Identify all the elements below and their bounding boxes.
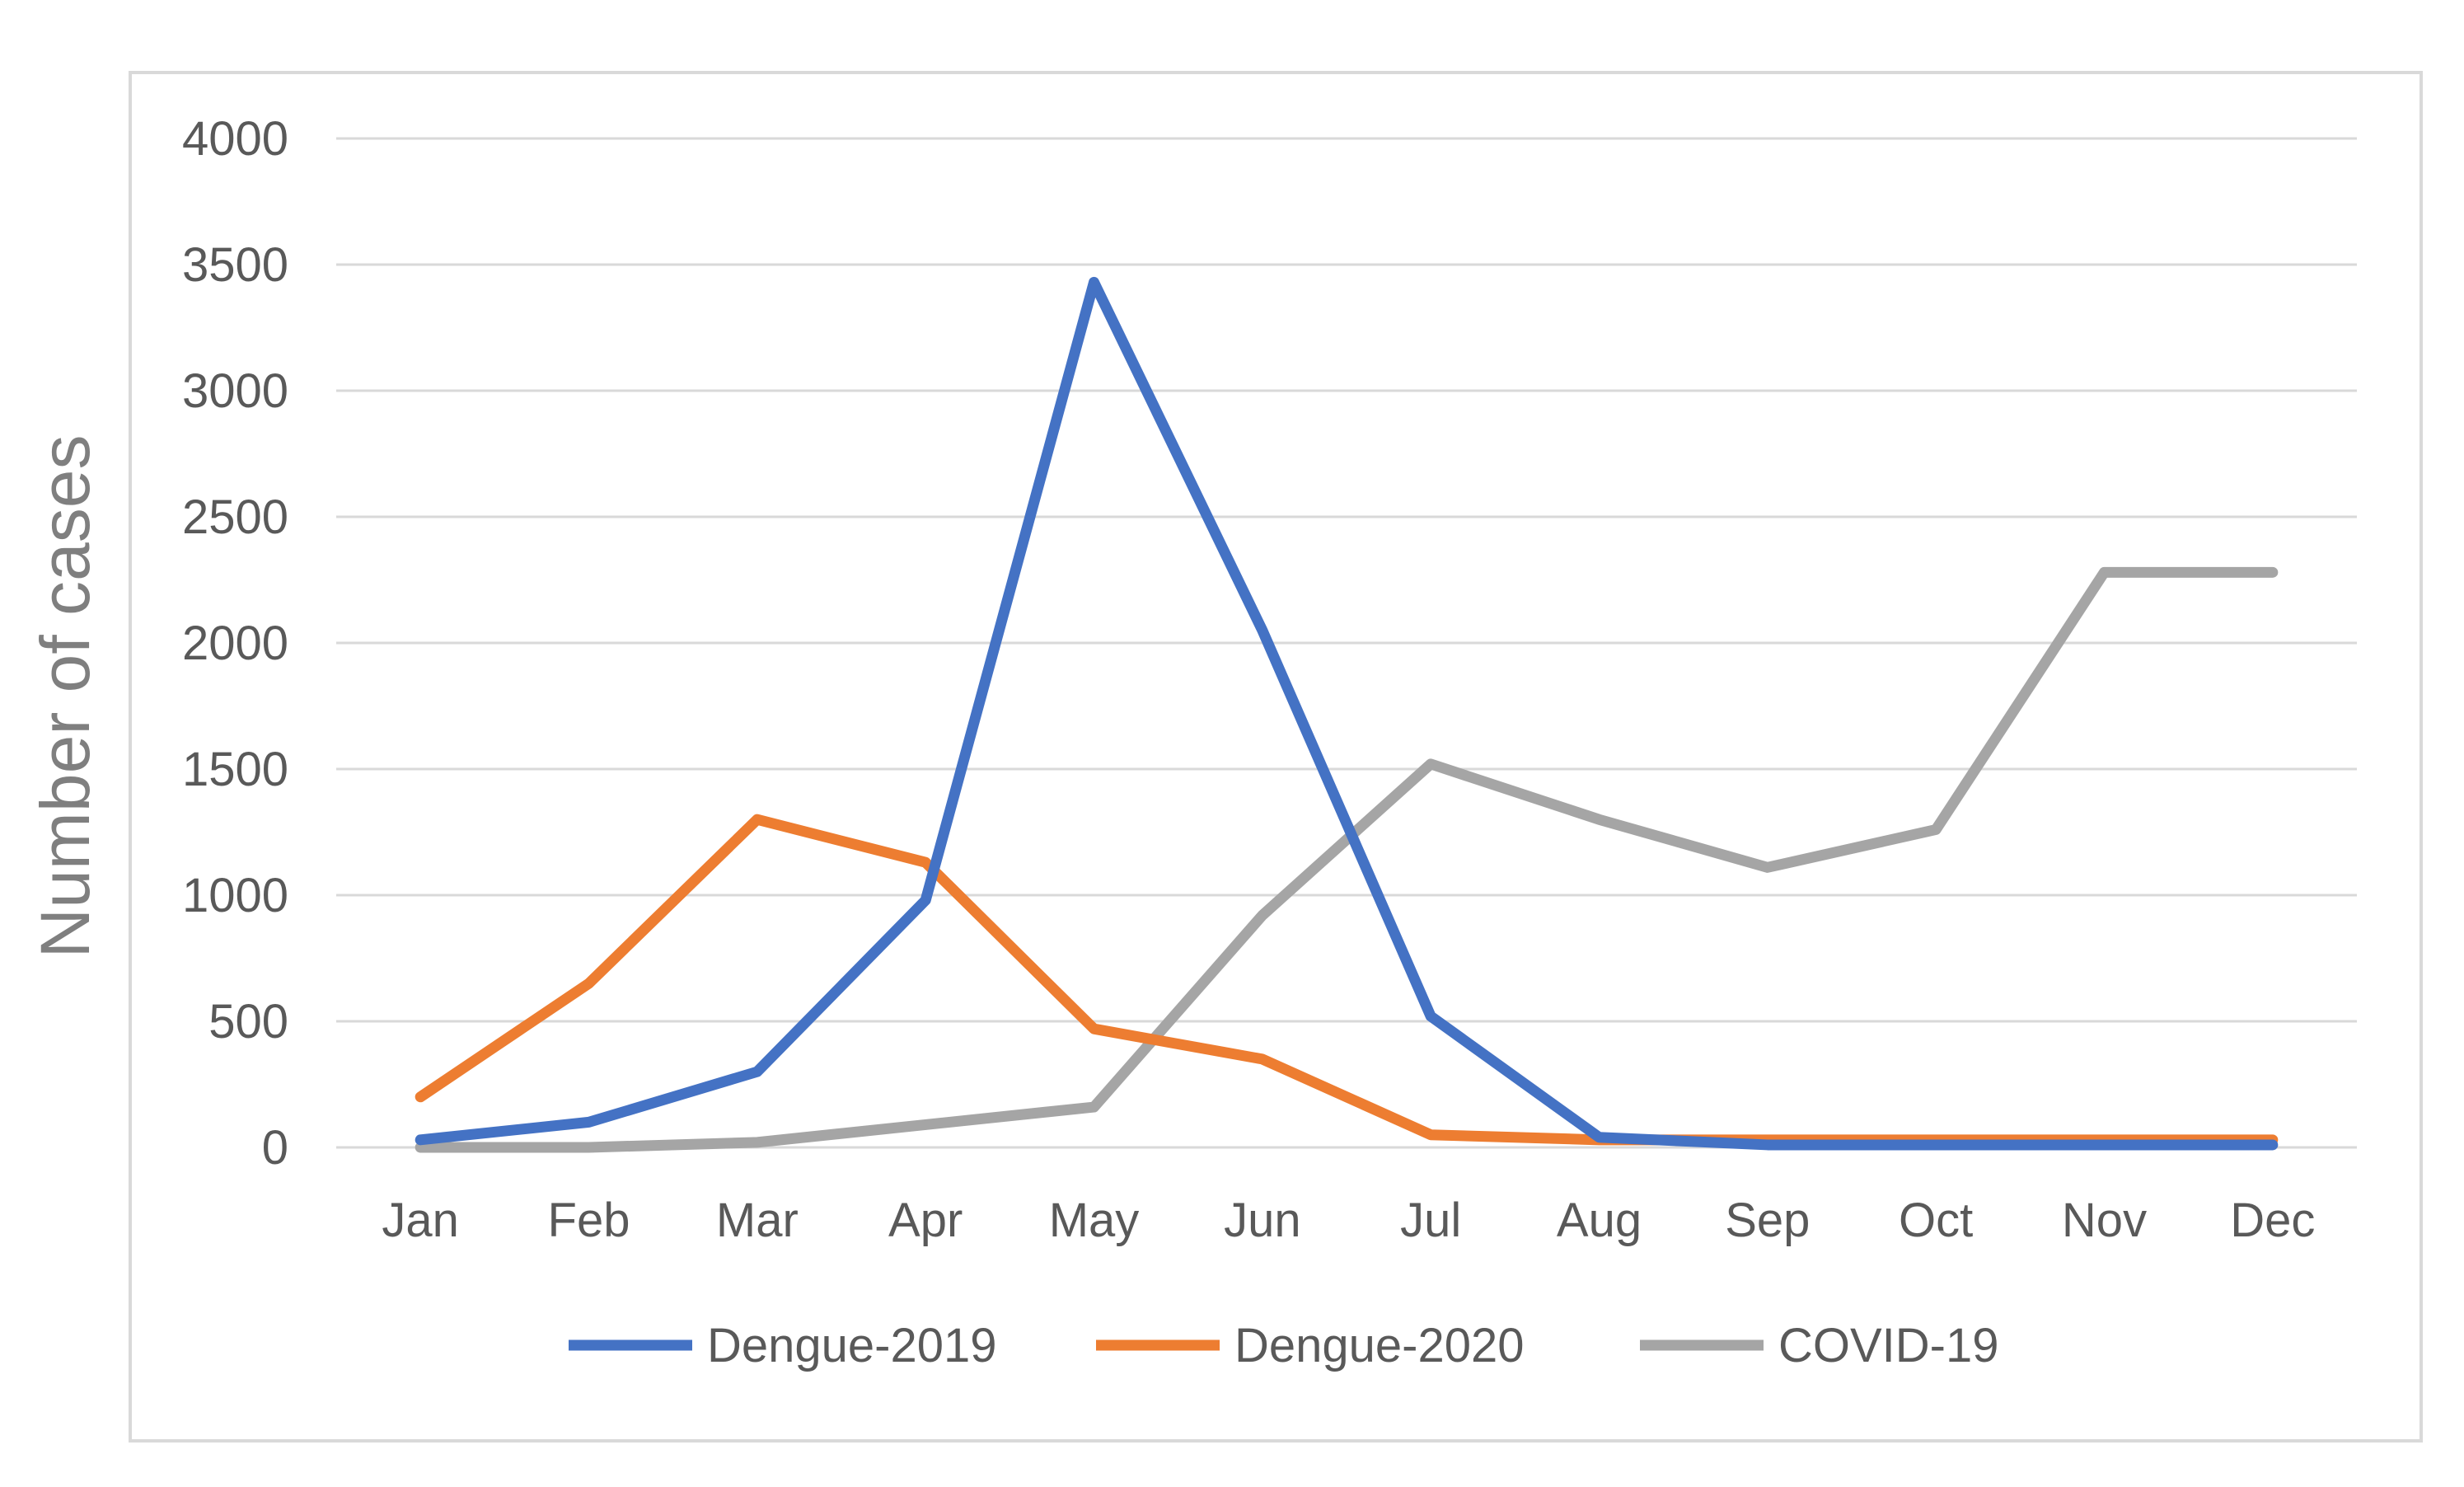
series-dengue-2019 <box>415 276 2279 1151</box>
x-tick-label: Jan <box>382 1194 459 1247</box>
data-point <box>1935 1144 1937 1146</box>
data-point <box>588 1121 589 1123</box>
x-tick-label: Jul <box>1400 1194 1461 1247</box>
x-tick-label: Jun <box>1224 1194 1301 1247</box>
data-point <box>1599 819 1600 820</box>
legend-label: Dengue-2020 <box>1234 1319 1525 1372</box>
data-point <box>1935 828 1937 830</box>
data-point <box>2104 571 2105 573</box>
data-point <box>925 861 926 863</box>
x-tick-label: Sep <box>1725 1194 1810 1247</box>
data-point <box>2272 571 2274 573</box>
x-tick-label: Oct <box>1899 1194 1973 1247</box>
x-tick-label: Apr <box>888 1194 963 1247</box>
data-point <box>419 1096 421 1098</box>
data-point <box>419 1147 421 1148</box>
series-line <box>415 276 2279 1151</box>
x-tick-label: Dec <box>2230 1194 2315 1247</box>
data-point <box>925 1123 926 1125</box>
y-tick-label: 3500 <box>182 238 288 292</box>
y-axis-ticks: 0 500 1000 1500 2000 2500 3000 3500 4000 <box>182 112 288 1175</box>
y-tick-label: 3000 <box>182 364 288 418</box>
data-point <box>588 1147 589 1148</box>
series-line <box>415 566 2279 1153</box>
y-tick-label: 4000 <box>182 112 288 166</box>
y-tick-label: 2000 <box>182 617 288 670</box>
legend-item: Dengue-2019 <box>569 1319 997 1372</box>
chart-frame <box>129 71 2423 1442</box>
y-tick-label: 1000 <box>182 869 288 922</box>
x-tick-label: Mar <box>716 1194 799 1247</box>
x-tick-label: Nov <box>2062 1194 2147 1247</box>
x-tick-label: May <box>1049 1194 1140 1247</box>
series-lines <box>415 276 2279 1153</box>
data-point <box>1599 1137 1600 1138</box>
data-point <box>2272 1144 2274 1146</box>
x-axis-ticks: Jan Feb Mar Apr May Jun Jul Aug Sep Oct Nov Dec <box>382 1194 2315 1247</box>
data-point <box>588 983 589 984</box>
data-point <box>925 899 926 901</box>
y-tick-label: 500 <box>208 995 288 1048</box>
legend-label: Dengue-2019 <box>707 1319 997 1372</box>
data-point <box>1767 866 1768 868</box>
y-tick-label: 1500 <box>182 743 288 796</box>
y-tick-label: 0 <box>262 1121 288 1175</box>
legend-label: COVID-19 <box>1778 1319 1999 1372</box>
x-tick-label: Aug <box>1557 1194 1642 1247</box>
y-tick-label: 2500 <box>182 490 288 544</box>
x-tick-label: Feb <box>548 1194 630 1247</box>
data-point <box>1767 1144 1768 1146</box>
legend: Dengue-2019 Dengue-2020 COVID-19 <box>569 1319 1999 1372</box>
legend-item: COVID-19 <box>1640 1319 1999 1372</box>
data-point <box>2104 1144 2105 1146</box>
legend-item: Dengue-2020 <box>1096 1319 1525 1372</box>
y-axis-label: Number of cases <box>26 435 104 959</box>
series-covid-19 <box>415 566 2279 1153</box>
data-point <box>419 1139 421 1141</box>
